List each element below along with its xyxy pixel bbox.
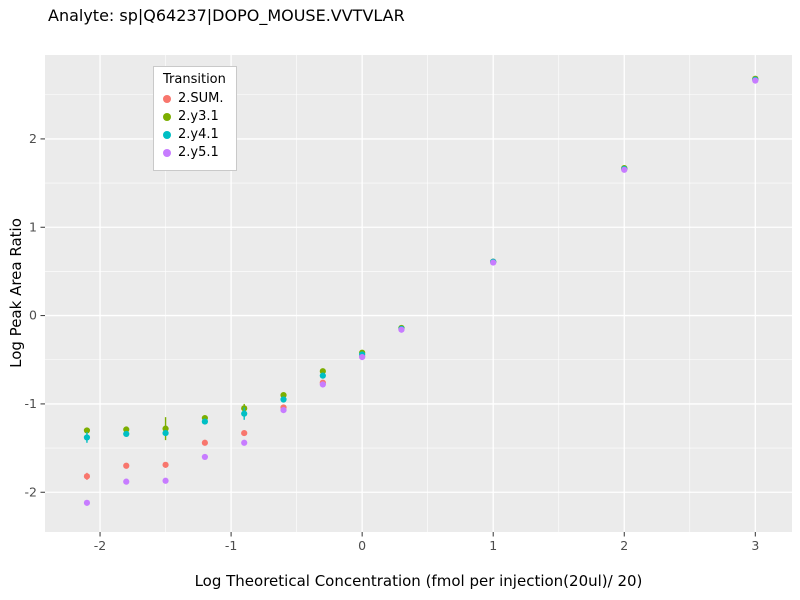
data-point [123,478,130,485]
x-tick-label: -2 [94,538,106,553]
legend-swatch [163,94,171,103]
data-point [123,462,130,469]
legend-item-label: 2.y3.1 [178,109,219,124]
legend-item-label: 2.y5.1 [178,145,219,160]
data-point [241,439,248,446]
data-point [241,429,248,437]
data-point [83,499,91,506]
data-point [280,391,287,399]
x-tick-label: -1 [225,538,237,553]
data-point [621,166,628,173]
y-tick-label: -1 [25,396,37,411]
data-point [162,461,169,468]
data-point [490,259,497,266]
legend-item: 2.y4.1 [163,127,226,142]
data-point [280,407,287,414]
y-tick-label: 0 [29,308,37,323]
legend-item: 2.SUM. [163,91,226,106]
y-tick-label: 2 [29,131,37,146]
x-tick-label: 1 [489,538,497,553]
data-point [123,426,130,433]
y-tick-label: 1 [29,219,37,234]
data-point [319,368,326,375]
data-point [123,430,130,438]
legend-swatch [163,148,171,157]
data-point [162,425,169,432]
data-point [752,77,759,84]
x-tick-label: 0 [358,538,366,553]
legend-swatch [163,112,171,121]
x-tick-label: 3 [751,538,759,553]
legend-swatch [163,130,171,139]
data-point [241,410,248,417]
data-point [398,326,405,333]
data-point [162,477,169,484]
legend-item-label: 2.y4.1 [178,127,219,142]
y-tick-label: -2 [25,484,37,499]
y-axis-title: Log Peak Area Ratio [7,218,25,368]
legend-item: 2.y5.1 [163,145,226,160]
data-point [201,453,208,461]
data-point [319,372,326,379]
legend: Transition 2.SUM. 2.y3.1 2.y4.1 2.y5.1 [153,66,237,171]
legend-title: Transition [163,72,226,87]
legend-item: 2.y3.1 [163,109,226,124]
data-point [319,381,326,388]
x-tick-label: 2 [620,538,628,553]
legend-item-label: 2.SUM. [178,91,224,106]
data-point [280,396,287,403]
data-point [83,434,91,441]
data-point [201,439,208,446]
data-point [201,418,208,425]
data-point [359,354,366,361]
data-point [83,473,91,480]
chart-title: Analyte: sp|Q64237|DOPO_MOUSE.VVTVLAR [48,6,405,25]
x-axis-title: Log Theoretical Concentration (fmol per … [194,572,643,590]
data-point [162,429,169,437]
data-point [83,427,91,434]
